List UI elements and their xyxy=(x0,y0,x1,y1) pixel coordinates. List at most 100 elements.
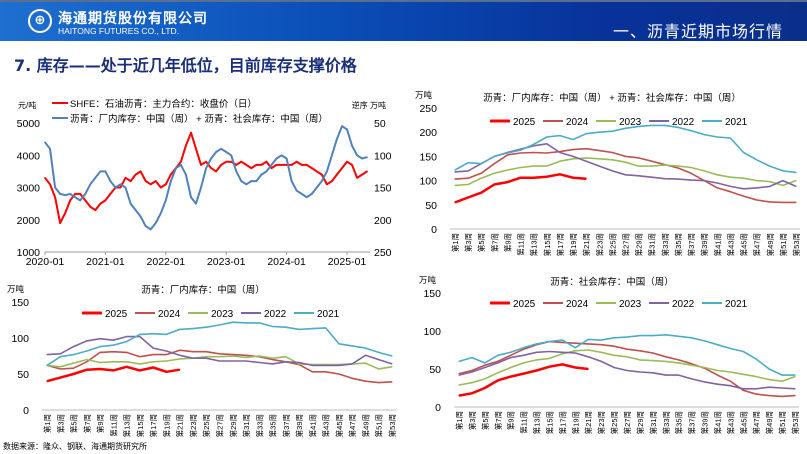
data-point-2023 xyxy=(179,358,181,360)
data-point-2024 xyxy=(245,354,247,356)
inventory-point xyxy=(89,183,92,186)
x-tick-label: 第41周 xyxy=(307,414,317,437)
data-point-2021 xyxy=(86,350,88,352)
x-tick-label: 第9周 xyxy=(506,411,516,430)
data-point-2021 xyxy=(325,327,327,329)
x-tick-label: 第1周 xyxy=(450,233,460,252)
data-point-2021 xyxy=(59,356,61,358)
price-point xyxy=(144,180,147,182)
data-point-2023 xyxy=(598,158,600,160)
y-tick-label: 50 xyxy=(17,369,29,381)
data-point-2022 xyxy=(139,335,141,338)
price-point xyxy=(195,148,197,150)
legend-label: 2021 xyxy=(317,309,340,320)
data-point-2024 xyxy=(638,157,640,159)
data-point-2021 xyxy=(613,337,615,339)
data-point-2023 xyxy=(298,363,300,365)
data-point-2022 xyxy=(232,360,234,362)
x-tick-label: 第5周 xyxy=(476,233,486,252)
data-point-2025 xyxy=(561,363,563,366)
data-point-2023 xyxy=(480,177,482,179)
inventory-point xyxy=(74,196,76,198)
price-point xyxy=(99,202,102,205)
data-point-2022 xyxy=(626,369,628,372)
data-point-2025 xyxy=(480,192,482,194)
data-point-2021 xyxy=(480,163,482,165)
x-tick-label: 第21周 xyxy=(175,414,185,437)
data-point-2024 xyxy=(99,351,101,353)
data-point-2023 xyxy=(794,376,796,378)
x-tick-label: 第27周 xyxy=(215,414,225,437)
price-point xyxy=(64,212,66,215)
price-point xyxy=(356,177,358,179)
inventory-point xyxy=(200,186,202,189)
inventory-point xyxy=(210,157,212,160)
data-point-2022 xyxy=(729,185,732,188)
data-point-2025 xyxy=(546,176,548,178)
price-point xyxy=(104,199,107,202)
inventory-line xyxy=(44,125,368,231)
page-title: 7. 库存——处于近几年低位，目前库存支撑价格 xyxy=(14,56,357,75)
price-point xyxy=(79,193,82,195)
data-point-2023 xyxy=(484,378,486,380)
data-point-2025 xyxy=(493,183,495,186)
inventory-point xyxy=(154,222,157,224)
data-point-2021 xyxy=(742,350,744,353)
right-axis-unit: 逆序 万吨 xyxy=(352,100,386,110)
data-point-2021 xyxy=(561,339,563,341)
x-tick-label: 2022-01 xyxy=(147,256,186,268)
data-point-2023 xyxy=(126,361,128,363)
data-point-2023 xyxy=(59,366,61,368)
data-point-2021 xyxy=(716,136,718,138)
data-point-2024 xyxy=(192,351,194,353)
data-point-2025 xyxy=(510,376,512,378)
x-tick-label: 第11周 xyxy=(519,411,529,434)
price-point xyxy=(59,222,61,224)
data-point-2021 xyxy=(484,362,486,364)
data-point-2022 xyxy=(99,338,101,340)
x-tick-label: 第43周 xyxy=(725,233,735,256)
inventory-point xyxy=(79,199,82,202)
data-point-2023 xyxy=(165,360,168,362)
data-point-2022 xyxy=(561,351,563,353)
data-point-2021 xyxy=(152,333,154,335)
x-tick-label: 第31周 xyxy=(648,411,658,434)
data-point-2021 xyxy=(533,143,535,145)
data-point-2025 xyxy=(548,366,551,368)
chart-title: 沥青：厂内库存：中国（周） + 沥青：社会库存：中国（周） xyxy=(483,92,741,104)
data-point-2024 xyxy=(86,361,88,363)
inventory-point xyxy=(44,141,46,144)
data-point-2021 xyxy=(179,328,181,330)
data-point-2021 xyxy=(756,159,758,161)
data-point-2024 xyxy=(59,368,61,370)
data-point-2023 xyxy=(639,359,641,361)
y-tick-label: 150 xyxy=(419,151,437,163)
x-tick-label: 第39周 xyxy=(294,414,304,437)
data-point-2023 xyxy=(546,165,548,167)
data-point-2023 xyxy=(652,360,654,362)
price-point xyxy=(159,186,162,189)
data-point-2023 xyxy=(611,159,613,161)
price-point xyxy=(54,196,56,198)
x-tick-label: 第23周 xyxy=(596,411,606,434)
data-point-2024 xyxy=(729,191,732,193)
data-point-2021 xyxy=(781,374,783,376)
data-point-2023 xyxy=(458,384,460,386)
inventory-point xyxy=(144,225,147,227)
data-point-2023 xyxy=(703,366,706,369)
x-tick-label: 第53周 xyxy=(790,411,800,434)
data-point-2022 xyxy=(574,352,576,354)
price-point xyxy=(321,173,323,176)
data-point-2023 xyxy=(795,180,797,182)
data-point-2022 xyxy=(391,363,393,365)
x-tick-label: 第49周 xyxy=(765,233,775,256)
series-line-2023 xyxy=(46,355,393,370)
x-tick-label: 第3周 xyxy=(467,411,477,430)
data-point-2022 xyxy=(756,187,758,189)
data-point-2024 xyxy=(533,151,535,154)
inventory-point xyxy=(235,170,238,173)
inventory-point xyxy=(175,167,177,169)
inventory-point xyxy=(139,215,142,218)
data-point-2023 xyxy=(497,372,499,374)
data-point-2024 xyxy=(165,353,168,356)
